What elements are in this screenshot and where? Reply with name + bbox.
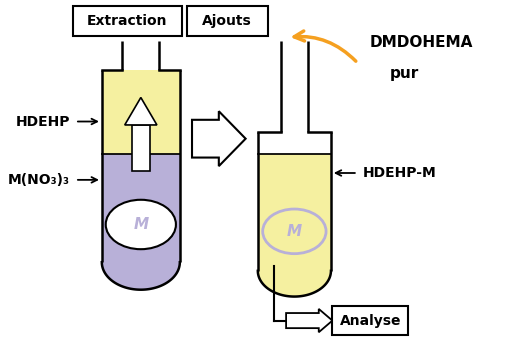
Polygon shape — [286, 309, 332, 332]
FancyBboxPatch shape — [73, 6, 183, 36]
Text: HDEHP: HDEHP — [16, 115, 70, 128]
Text: M: M — [287, 224, 302, 239]
Text: DMDOHEMA: DMDOHEMA — [370, 35, 473, 50]
Text: M(NO₃)₃: M(NO₃)₃ — [8, 173, 70, 187]
Circle shape — [263, 209, 326, 254]
Text: Analyse: Analyse — [340, 313, 401, 328]
Bar — [102, 70, 180, 154]
Bar — [132, 125, 150, 171]
Text: Extraction: Extraction — [87, 13, 167, 28]
FancyBboxPatch shape — [332, 306, 408, 335]
Polygon shape — [125, 98, 157, 125]
Circle shape — [106, 200, 176, 249]
Text: pur: pur — [389, 66, 419, 81]
Text: HDEHP-M: HDEHP-M — [362, 166, 436, 180]
Ellipse shape — [102, 235, 180, 290]
Text: M: M — [133, 217, 148, 232]
FancyBboxPatch shape — [187, 6, 268, 36]
Text: Ajouts: Ajouts — [202, 13, 252, 28]
Ellipse shape — [258, 245, 331, 297]
Polygon shape — [192, 111, 245, 166]
Bar — [102, 154, 180, 262]
Bar — [258, 154, 331, 271]
